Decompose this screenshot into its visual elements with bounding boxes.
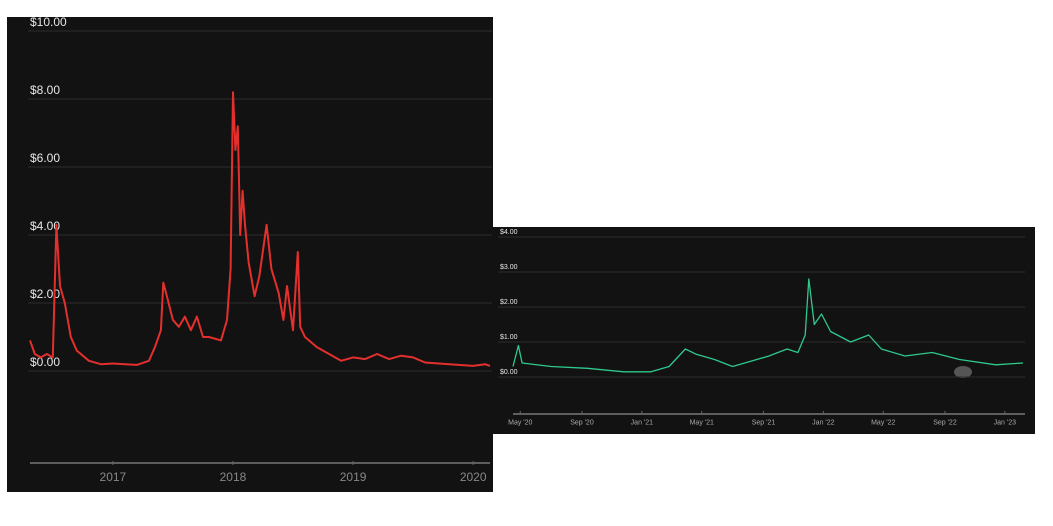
x-tick-label: May '21 (690, 419, 714, 426)
y-tick-label: $2.00 (500, 299, 518, 306)
price-line (512, 278, 1024, 373)
y-tick-label: $3.00 (500, 264, 518, 271)
x-tick-label: 2018 (220, 470, 247, 484)
price-line (29, 91, 491, 367)
x-tick-label: Sep '22 (933, 419, 957, 426)
y-tick-label: $0.00 (500, 369, 518, 376)
x-tick-label: May '20 (508, 419, 532, 426)
panel-left (7, 17, 493, 492)
x-tick-label: May '22 (871, 419, 895, 426)
x-tick-label: 2017 (100, 470, 127, 484)
y-tick-label: $4.00 (500, 229, 518, 236)
y-tick-label: $2.00 (30, 287, 60, 301)
x-tick-label: Jan '22 (812, 419, 834, 426)
x-tick-label: Sep '21 (752, 419, 776, 426)
y-tick-label: $4.00 (30, 219, 60, 233)
y-tick-label: $0.00 (30, 355, 60, 369)
panel-right (493, 227, 1035, 434)
y-tick-label: $10.00 (30, 15, 67, 29)
x-tick-label: Jan '23 (994, 419, 1016, 426)
y-tick-label: $1.00 (500, 334, 518, 341)
y-tick-label: $6.00 (30, 151, 60, 165)
y-tick-label: $8.00 (30, 83, 60, 97)
watermark (954, 366, 972, 378)
x-tick-label: Jan '21 (631, 419, 653, 426)
x-tick-label: 2020 (460, 470, 487, 484)
x-tick-label: Sep '20 (570, 419, 594, 426)
x-tick-label: 2019 (340, 470, 367, 484)
